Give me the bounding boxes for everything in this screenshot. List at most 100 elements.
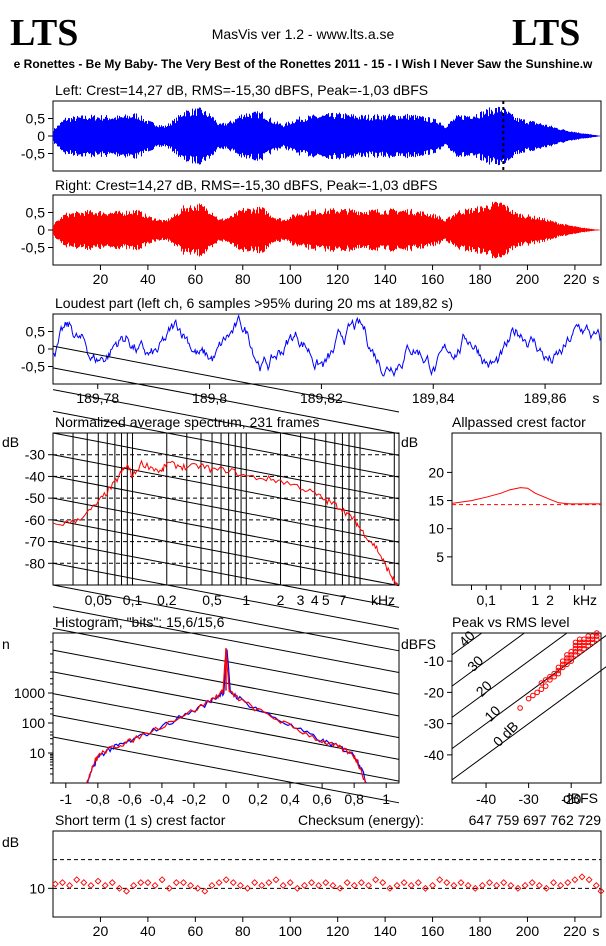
peak-vs-rms-diag-label: 30: [464, 652, 486, 674]
histogram-ytick-label: 10: [29, 745, 45, 761]
peak-rms-xlabel: dBFS: [563, 790, 598, 806]
short-term-crest-point: [393, 882, 401, 889]
peak-vs-rms-point: [547, 677, 553, 683]
avg-spectrum-ytick-label: -60: [25, 512, 45, 528]
short-term-crest-point: [542, 884, 550, 892]
avg-spectrum-slope-line: [52, 541, 400, 608]
short-term-crest-point: [80, 879, 88, 887]
short-term-crest-point: [564, 879, 572, 887]
short-term-crest-point: [578, 873, 586, 881]
short-term-crest-point: [521, 882, 529, 889]
peak-vs-rms-point: [555, 667, 562, 674]
short-term-crest-point: [66, 882, 74, 889]
right-waveform-xtick-label: 60: [188, 271, 204, 287]
avg-spectrum-slope-line: [52, 693, 400, 760]
left-waveform-ytick-label: 0: [37, 128, 45, 144]
short-term-crest-point: [478, 882, 486, 889]
left-waveform-ytick-label: -0,5: [21, 146, 45, 162]
peak-vs-rms-point: [564, 661, 570, 668]
avg-spectrum-ytick-label: -70: [25, 534, 45, 550]
left-waveform-title: Left: Crest=14,27 dB, RMS=-15,30 dBFS, P…: [55, 82, 428, 98]
short-term-crest-point: [372, 876, 380, 884]
short-term-crest-point: [94, 877, 102, 885]
right-waveform-xtick-label: 200: [516, 271, 540, 287]
right-waveform-ytick-label: 0,5: [26, 205, 46, 221]
short-term-crest-point: [130, 882, 138, 889]
peak-vs-rms-point: [555, 670, 562, 677]
peak-vs-rms-point: [525, 695, 532, 702]
allpassed-crest-ytick-label: 15: [428, 493, 444, 509]
avg-spectrum-slope-line: [52, 736, 400, 804]
spectrum-ylabel: dB: [2, 434, 19, 450]
right-waveform-xtick-label: 220: [563, 271, 587, 287]
peak-vs-rms-ytick-label: -10: [424, 653, 444, 669]
short-term-crest-xtick-label: s: [593, 923, 600, 939]
short-crest-title: Short term (1 s) crest factor: [55, 812, 226, 828]
allpassed-crest-xtick-label: kHz: [573, 592, 597, 608]
short-term-crest-xtick-label: 160: [421, 923, 445, 939]
loudest-part-xtick-label: s: [593, 390, 600, 406]
right-waveform-xtick-label: 40: [140, 271, 156, 287]
short-term-crest-xtick-label: 200: [516, 923, 540, 939]
short-term-crest-point: [87, 882, 95, 889]
short-term-crest-point: [486, 879, 493, 887]
short-term-crest-point: [421, 884, 429, 892]
plot-layer: 0,50-0,50,50-0,520 40 60 80 100 120 140 160 180 2…: [14, 101, 606, 939]
short-term-crest-point: [59, 879, 66, 887]
peak-vs-rms-point: [572, 648, 579, 655]
avg-spectrum-xtick-label: 0,1: [123, 592, 143, 608]
logo-right: LTS: [512, 12, 580, 54]
allpassed-crest-ytick-label: 10: [428, 521, 444, 537]
peak-vs-rms-ytick-label: -20: [424, 684, 444, 700]
short-term-crest-point: [137, 879, 145, 887]
short-term-crest-point: [315, 882, 323, 889]
peak-vs-rms-point: [572, 652, 579, 658]
loudest-part-signal: [52, 314, 602, 378]
avg-spectrum-slope-line: [52, 454, 400, 522]
short-term-crest-point: [236, 882, 244, 889]
peak-vs-rms-point: [542, 683, 549, 689]
short-term-crest-point: [336, 884, 344, 892]
peak-vs-rms-point: [589, 639, 596, 646]
peak-rms-ylabel: dBFS: [401, 636, 436, 652]
peak-vs-rms-point: [517, 705, 523, 711]
avg-spectrum-slope-line: [52, 606, 400, 674]
short-term-crest-point: [571, 876, 579, 884]
short-term-crest-xtick-label: 180: [468, 923, 492, 939]
right-waveform-xtick-label: 140: [373, 271, 397, 287]
short-term-crest-point: [293, 884, 301, 892]
histogram-xtick-label: -0,6: [118, 791, 142, 807]
short-term-crest-point: [535, 882, 543, 889]
avg-spectrum-xtick-label: 2: [277, 592, 285, 608]
allpassed-crest-curve: [451, 487, 601, 505]
crest-ylabel: dB: [401, 434, 418, 450]
avg-spectrum-ytick-label: -80: [25, 555, 45, 571]
histogram-title: Histogram, "bits": 15,6/15,6: [55, 614, 225, 630]
allpassed-crest-xtick-label: 2: [546, 592, 554, 608]
right-waveform-xtick-label: 80: [235, 271, 251, 287]
short-term-crest-point: [201, 887, 209, 895]
avg-spectrum-curve: [53, 459, 399, 585]
short-term-crest-point: [322, 879, 330, 887]
short-term-crest-point: [215, 879, 223, 887]
loudest-part-ytick-label: 0: [37, 341, 45, 357]
peak-vs-rms-diag-label: 20: [473, 677, 495, 699]
peak-rms-frame: [451, 632, 602, 784]
avg-spectrum-slope-line: [52, 389, 400, 456]
short-term-crest-point: [414, 879, 422, 887]
peak-vs-rms-point: [593, 630, 600, 636]
short-term-crest-xtick-label: 60: [188, 923, 204, 939]
peak-vs-rms-ytick-label: -40: [424, 747, 444, 763]
short-term-crest-point: [493, 882, 501, 889]
histogram-xtick-label: -1: [60, 791, 73, 807]
short-term-crest-point: [436, 876, 444, 884]
short-term-crest-point: [272, 876, 280, 884]
logo-left: LTS: [10, 12, 78, 54]
short-term-crest-point: [194, 884, 202, 892]
short-term-crest-xtick-label: 40: [140, 923, 156, 939]
right-waveform-xtick-label: 100: [279, 271, 303, 287]
peak-vs-rms-point: [581, 642, 587, 649]
avg-spectrum-slope-line: [52, 367, 400, 435]
right-waveform-xtick-label: 160: [421, 271, 445, 287]
